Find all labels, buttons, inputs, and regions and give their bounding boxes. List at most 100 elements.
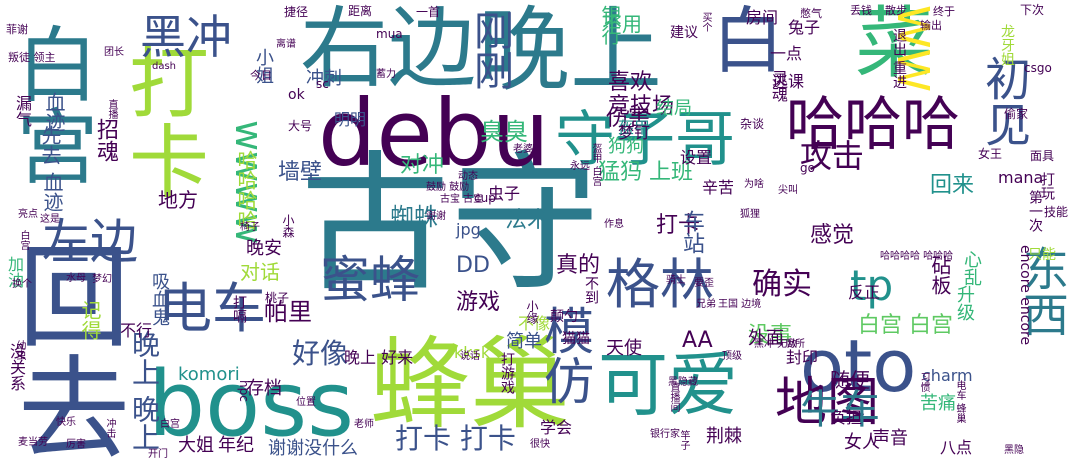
cloud-word: 古宝 古宝 [440,194,484,205]
cloud-word: 面具 [1030,149,1055,163]
cloud-word: 反正 [848,283,881,302]
cloud-word: 右边 [300,0,477,100]
cloud-word: 蓄力 [376,69,396,80]
cloud-word: 梦幻 [92,274,112,285]
cloud-word: 捷径 [284,5,309,19]
cloud-word: 打嗝 [231,295,247,323]
cloud-word: 盔甲 [618,118,651,137]
cloud-word: 尖叫 [778,185,798,196]
cloud-word: 大号 [288,119,313,133]
cloud-word: 小缘 [525,300,539,324]
cloud-word: 说话 [460,351,480,362]
cloud-word: 外面 [748,328,784,349]
cloud-word: 竿子 [678,430,689,450]
cloud-word: 杂谈 [740,117,765,131]
cloud-word: komori [178,364,240,385]
cloud-word: wwww [227,120,271,245]
cloud-word: 不行 [120,321,153,340]
cloud-word: 技能 [1044,205,1069,219]
cloud-word: 兄弟 [696,299,716,310]
cloud-word: 黑隐藏 [668,377,698,388]
cloud-word: 水母 [66,273,86,284]
cloud-word: 逃课 [772,72,805,91]
cloud-word: 动态 [458,171,478,182]
cloud-word: 开门 [148,449,168,460]
cloud-word: 结局 [656,98,692,119]
cloud-word: 没事 [748,323,793,348]
cloud-word: debu [318,80,550,187]
cloud-word: 设置 [680,148,713,167]
cloud-word: 对话 [240,260,280,284]
cloud-word: 负担 [830,408,863,427]
cloud-word: 初见 [978,55,1032,147]
cloud-word: 哈哈哈哈 [234,150,258,230]
cloud-word: 学会 [540,418,573,437]
cloud-word: 回来 [930,173,975,198]
cloud-word: 黑冲 [140,10,232,64]
cloud-word: mua [376,27,403,41]
cloud-word: 虫子 [488,184,521,203]
cloud-word: sc [316,77,329,91]
cloud-word: 好像 [292,337,349,370]
cloud-word: 一点 [770,44,803,63]
cloud-word: 大姐 [178,435,214,456]
cloud-word: encore encore [1017,245,1033,346]
cloud-word: 桃子 [265,291,290,305]
cloud-word: csgo [1024,61,1052,75]
cloud-word: 牛车 [800,387,880,433]
cloud-word: 格林 [606,253,714,316]
cloud-word: mana [998,168,1044,187]
cloud-word: 招魂 [93,118,118,162]
cloud-word: 谢谢没什么 [268,438,358,459]
cloud-word: 打玩 [1039,172,1055,200]
cloud-word: 退出 重进 [891,28,907,89]
cloud-word: 不像 [518,314,551,333]
cloud-word: npc [237,380,251,402]
cloud-word: 菲谢 [6,23,28,36]
cloud-word: 哈哈哈哈 哈哈哈 [880,251,954,262]
cloud-word: 臭臭 [480,118,528,146]
cloud-word: 对冲 [400,153,445,178]
cloud-word: 盔甲 白宫 [590,143,601,187]
cloud-word: 地图 [775,373,880,433]
cloud-word: ok [288,87,305,103]
cloud-word: kksk [454,343,491,362]
cloud-word: 直播间 [668,382,679,412]
cloud-word: 蜘蛛 [390,203,438,231]
cloud-word: dash [152,61,177,72]
cloud-word: AA [682,328,713,353]
cloud-word: 守子哥 [555,105,735,175]
cloud-word: 狗狗 [608,136,644,157]
cloud-word: 东西 [1016,245,1070,337]
cloud-word: 买个 [700,12,711,32]
cloud-word: 打卡 打卡 [395,422,516,455]
cloud-word: 厉害 [66,439,86,450]
cloud-word: 八点 [940,438,973,457]
cloud-word: 墙壁 [278,160,323,185]
cloud-word: 攻击 [800,137,865,175]
cloud-word: 电车 [158,277,266,340]
cloud-word: 回去 [0,238,129,462]
cloud-word: 确实 [752,267,812,302]
cloud-word: 女人 [844,432,880,453]
cloud-word: 封印 [786,348,819,367]
cloud-word: 电车 蜂巢 [954,380,965,424]
cloud-word: 打卡 [656,213,701,238]
cloud-word: 王国 边境 [718,299,762,310]
cloud-word: 灵魂 [769,70,788,102]
cloud-word: go [800,161,815,175]
cloud-word: 猛犸 上班 [598,160,693,185]
cloud-word: 兔子 [788,18,821,37]
cloud-word: 房间 [746,8,779,27]
cloud-word: 年纪 [218,435,254,456]
cloud-word: 地方 [158,188,198,212]
cloud-word: 哈哈哈 [786,90,961,158]
cloud-word: 模仿 [536,305,594,405]
cloud-word: 习惯 [918,372,929,392]
cloud-word: 随便 [830,368,870,392]
cloud-word: 小森 [281,214,295,238]
cloud-word: 鼓励 鼓励 [426,182,470,193]
cloud-word: 骑士 [666,275,686,286]
cloud-word: 天使 [606,338,642,359]
